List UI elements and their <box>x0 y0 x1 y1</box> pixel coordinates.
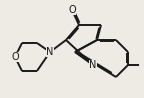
Text: N: N <box>89 60 97 70</box>
Text: O: O <box>11 52 19 62</box>
Text: N: N <box>46 47 54 57</box>
Text: O: O <box>68 5 76 15</box>
